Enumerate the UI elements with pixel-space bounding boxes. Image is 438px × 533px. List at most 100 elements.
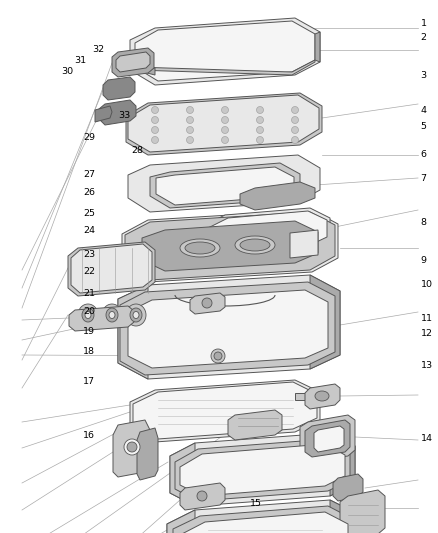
Text: 19: 19 bbox=[83, 327, 95, 336]
Circle shape bbox=[222, 107, 229, 114]
Polygon shape bbox=[305, 384, 340, 409]
Polygon shape bbox=[175, 439, 350, 501]
Circle shape bbox=[187, 117, 194, 124]
Polygon shape bbox=[178, 512, 348, 533]
Polygon shape bbox=[228, 410, 282, 440]
Polygon shape bbox=[128, 155, 320, 212]
Text: 28: 28 bbox=[131, 146, 143, 155]
Polygon shape bbox=[180, 483, 225, 510]
Text: 23: 23 bbox=[83, 251, 95, 259]
Polygon shape bbox=[340, 490, 385, 533]
Ellipse shape bbox=[240, 239, 270, 251]
Polygon shape bbox=[290, 230, 318, 258]
Ellipse shape bbox=[85, 311, 91, 319]
Ellipse shape bbox=[102, 304, 122, 326]
Polygon shape bbox=[150, 163, 300, 208]
Text: 26: 26 bbox=[83, 189, 95, 197]
Text: 6: 6 bbox=[420, 150, 427, 159]
Polygon shape bbox=[137, 428, 158, 480]
Polygon shape bbox=[118, 275, 340, 379]
Polygon shape bbox=[116, 52, 150, 72]
Polygon shape bbox=[208, 211, 327, 253]
Polygon shape bbox=[95, 106, 112, 122]
Ellipse shape bbox=[126, 304, 146, 326]
Ellipse shape bbox=[106, 308, 118, 322]
Circle shape bbox=[152, 136, 159, 143]
Polygon shape bbox=[135, 60, 315, 75]
Polygon shape bbox=[190, 293, 225, 314]
Text: 33: 33 bbox=[118, 111, 131, 119]
Text: 14: 14 bbox=[420, 434, 432, 442]
Circle shape bbox=[257, 126, 264, 133]
Circle shape bbox=[292, 126, 299, 133]
Text: 21: 21 bbox=[83, 289, 95, 297]
Circle shape bbox=[202, 298, 212, 308]
Polygon shape bbox=[180, 444, 345, 496]
Circle shape bbox=[124, 439, 140, 455]
Polygon shape bbox=[120, 282, 335, 375]
Text: 13: 13 bbox=[420, 361, 433, 369]
Polygon shape bbox=[333, 474, 363, 501]
Circle shape bbox=[152, 107, 159, 114]
Text: 1: 1 bbox=[420, 20, 427, 28]
Text: 15: 15 bbox=[250, 499, 261, 508]
Text: 27: 27 bbox=[83, 171, 95, 179]
Circle shape bbox=[257, 136, 264, 143]
Polygon shape bbox=[173, 506, 353, 533]
Polygon shape bbox=[130, 380, 320, 442]
Text: 9: 9 bbox=[420, 256, 427, 264]
Polygon shape bbox=[170, 443, 195, 506]
Polygon shape bbox=[205, 208, 330, 257]
Polygon shape bbox=[330, 433, 355, 496]
Circle shape bbox=[152, 117, 159, 124]
Ellipse shape bbox=[78, 304, 98, 326]
Polygon shape bbox=[310, 275, 340, 369]
Text: 7: 7 bbox=[420, 174, 427, 183]
Ellipse shape bbox=[185, 242, 215, 254]
Text: 30: 30 bbox=[61, 67, 74, 76]
Polygon shape bbox=[142, 221, 318, 271]
Text: 3: 3 bbox=[420, 71, 427, 80]
Polygon shape bbox=[315, 32, 320, 62]
Polygon shape bbox=[122, 210, 338, 282]
Circle shape bbox=[292, 136, 299, 143]
Polygon shape bbox=[300, 415, 355, 462]
Polygon shape bbox=[113, 420, 150, 477]
Polygon shape bbox=[170, 433, 355, 506]
Polygon shape bbox=[112, 48, 154, 77]
Polygon shape bbox=[167, 510, 195, 533]
Ellipse shape bbox=[109, 311, 115, 319]
Text: 5: 5 bbox=[420, 122, 427, 131]
Polygon shape bbox=[314, 426, 344, 452]
Text: 32: 32 bbox=[92, 45, 104, 53]
Text: 16: 16 bbox=[83, 432, 95, 440]
Text: 22: 22 bbox=[83, 268, 95, 276]
Ellipse shape bbox=[235, 236, 275, 254]
Polygon shape bbox=[68, 242, 155, 296]
Polygon shape bbox=[295, 393, 318, 400]
Polygon shape bbox=[156, 167, 294, 205]
Polygon shape bbox=[69, 306, 134, 331]
Text: 10: 10 bbox=[420, 280, 432, 289]
Circle shape bbox=[214, 352, 222, 360]
Polygon shape bbox=[130, 18, 320, 85]
Ellipse shape bbox=[82, 308, 94, 322]
Ellipse shape bbox=[130, 308, 142, 322]
Ellipse shape bbox=[133, 311, 139, 319]
Circle shape bbox=[257, 107, 264, 114]
Circle shape bbox=[222, 136, 229, 143]
Text: 18: 18 bbox=[83, 348, 95, 356]
Circle shape bbox=[222, 126, 229, 133]
Polygon shape bbox=[305, 420, 350, 457]
Circle shape bbox=[211, 349, 225, 363]
Polygon shape bbox=[71, 244, 152, 293]
Circle shape bbox=[152, 126, 159, 133]
Polygon shape bbox=[126, 93, 322, 155]
Polygon shape bbox=[125, 212, 335, 280]
Circle shape bbox=[292, 117, 299, 124]
Circle shape bbox=[187, 136, 194, 143]
Polygon shape bbox=[167, 500, 358, 533]
Polygon shape bbox=[99, 100, 136, 125]
Polygon shape bbox=[128, 95, 319, 152]
Text: 11: 11 bbox=[420, 314, 432, 322]
